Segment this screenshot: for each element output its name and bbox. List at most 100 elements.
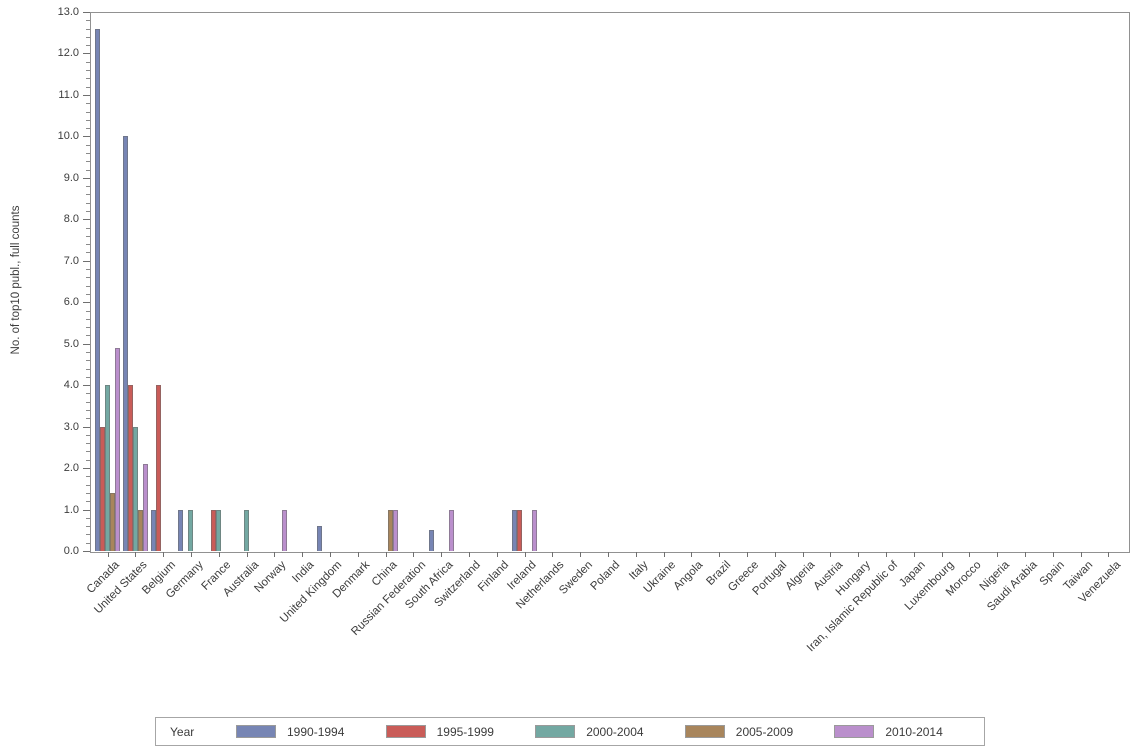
x-axis-label: Algeria (783, 559, 817, 593)
bar (122, 136, 128, 551)
y-axis-major-tick (83, 509, 90, 511)
bar (178, 509, 184, 551)
y-axis-minor-tick (86, 78, 90, 80)
y-axis-tick-label: 10.0 (57, 130, 79, 143)
y-axis-minor-tick (86, 202, 90, 204)
y-axis-minor-tick (86, 501, 90, 503)
x-axis-tick (274, 552, 276, 557)
y-axis-minor-tick (86, 542, 90, 544)
x-axis-tick (691, 552, 693, 557)
y-axis-minor-tick (86, 492, 90, 494)
legend-entry: 2010-2014 (834, 725, 984, 739)
x-axis-tick (1080, 552, 1082, 557)
y-axis-major-tick (83, 177, 90, 179)
bar (448, 509, 454, 551)
bar (216, 509, 222, 551)
y-axis-minor-tick (86, 351, 90, 353)
y-axis-major-tick (83, 94, 90, 96)
y-axis-minor-tick (86, 443, 90, 445)
x-axis-tick (913, 552, 915, 557)
y-axis-major-tick (83, 426, 90, 428)
x-axis-tick (218, 552, 220, 557)
y-axis-tick-label: 11.0 (58, 88, 79, 101)
y-axis-minor-tick (86, 318, 90, 320)
legend-swatch (385, 725, 426, 738)
legend-label: 2005-2009 (735, 724, 794, 739)
legend-label: 2000-2004 (586, 724, 644, 739)
y-axis-tick-label: 13.0 (57, 6, 79, 18)
x-axis-tick (858, 552, 860, 557)
legend-label: 1995-1999 (436, 724, 494, 739)
x-axis-tick (830, 552, 832, 557)
x-axis-label: Finland (476, 559, 512, 595)
legend-swatch (535, 725, 576, 738)
y-axis-tick-label: 1.0 (63, 503, 79, 516)
y-axis-tick-label: 4.0 (63, 379, 79, 392)
y-axis-minor-tick (86, 186, 90, 188)
x-axis-tick (607, 552, 609, 557)
bar (281, 509, 287, 551)
y-axis-minor-tick (86, 103, 90, 105)
x-axis-tick (190, 552, 192, 557)
y-axis-minor-tick (86, 393, 90, 395)
x-axis-tick (1052, 552, 1054, 557)
legend-entry: 2005-2009 (684, 724, 835, 739)
plot-area (90, 12, 1130, 553)
y-axis-major-tick (83, 260, 90, 262)
y-axis-minor-tick (86, 70, 90, 72)
x-axis-tick (552, 552, 554, 557)
bar (127, 385, 133, 551)
y-axis-minor-tick (86, 418, 90, 420)
y-axis-minor-tick (86, 277, 90, 279)
y-axis-minor-tick (86, 152, 90, 154)
x-axis-label: Angola (671, 559, 706, 593)
bar (142, 463, 148, 551)
bar (517, 509, 522, 551)
bar (317, 526, 323, 551)
bar (150, 509, 156, 551)
bar (188, 509, 194, 551)
legend-swatch (236, 725, 276, 738)
bar (428, 530, 434, 551)
y-axis-minor-tick (86, 434, 90, 436)
bar (388, 509, 393, 551)
y-axis-minor-tick (86, 451, 90, 453)
x-axis-tick (635, 552, 637, 557)
x-axis-tick (246, 552, 248, 557)
x-axis-tick (385, 552, 387, 557)
legend-swatch (834, 725, 875, 738)
x-axis-tick (997, 552, 999, 557)
legend-entry: 1995-1999 (385, 724, 536, 739)
x-axis-tick (496, 552, 498, 557)
y-axis-major-tick (83, 219, 90, 221)
y-axis-major-tick (83, 302, 90, 304)
bar (100, 426, 105, 551)
y-axis-minor-tick (86, 211, 90, 212)
y-axis-minor-tick (86, 227, 90, 229)
y-axis-major-tick (83, 53, 90, 55)
bar (105, 385, 110, 551)
y-axis-tick-label: 5.0 (63, 337, 79, 350)
x-axis-tick (107, 552, 109, 557)
y-axis-minor-tick (86, 244, 90, 246)
bar (110, 492, 115, 551)
y-axis-minor-tick (86, 293, 90, 295)
y-axis-minor-tick (86, 517, 90, 519)
y-axis-title: No. of top10 publ., full counts (10, 205, 22, 355)
y-axis-minor-tick (86, 410, 90, 412)
x-axis-tick (1108, 552, 1110, 557)
y-axis-minor-tick (86, 269, 90, 271)
y-axis-tick-label: 6.0 (63, 296, 79, 309)
x-axis-tick (885, 552, 887, 557)
legend-entry: 2000-2004 (535, 725, 685, 739)
bar (115, 347, 120, 551)
y-axis-major-tick (83, 385, 90, 387)
y-axis-minor-tick (86, 86, 90, 88)
x-axis-tick (329, 552, 331, 557)
x-axis-tick (746, 552, 748, 557)
y-axis-minor-tick (86, 61, 90, 63)
y-axis-tick-label: 9.0 (63, 171, 79, 184)
legend-title: Year (170, 724, 195, 739)
bar (137, 509, 143, 551)
